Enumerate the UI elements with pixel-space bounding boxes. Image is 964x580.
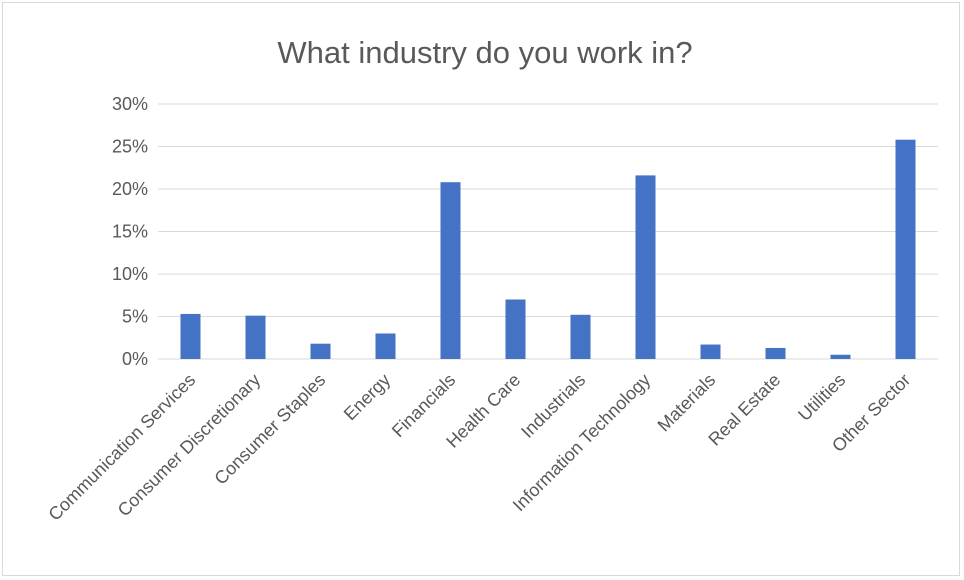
bar xyxy=(505,299,526,359)
chart-title: What industry do you work in? xyxy=(277,35,692,70)
bar xyxy=(765,347,786,359)
y-axis-tick-labels: 0% 5% 10% 15% 20% 25% 30% xyxy=(112,94,148,369)
bars xyxy=(180,139,916,359)
y-tick-label: 30% xyxy=(112,94,148,114)
bar xyxy=(895,139,916,359)
y-tick-label: 25% xyxy=(112,137,148,157)
bar xyxy=(440,182,461,359)
y-tick-label: 5% xyxy=(122,307,148,327)
bar xyxy=(245,315,266,359)
y-tick-label: 20% xyxy=(112,179,148,199)
gridlines xyxy=(158,103,938,360)
y-tick-label: 0% xyxy=(122,349,148,369)
x-tick-label: Consumer Staples xyxy=(210,370,329,489)
bar xyxy=(830,354,851,359)
bar xyxy=(700,344,721,359)
y-tick-label: 10% xyxy=(112,264,148,284)
bar xyxy=(375,333,396,359)
bar xyxy=(180,313,201,359)
bar xyxy=(570,314,591,359)
x-tick-label: Materials xyxy=(654,370,720,436)
bar-chart: What industry do you work in? 0% 5% 10% 15%… xyxy=(44,35,938,525)
y-tick-label: 15% xyxy=(112,222,148,242)
x-tick-label: Utilities xyxy=(794,370,849,425)
x-tick-label: Energy xyxy=(340,370,394,424)
bar xyxy=(635,175,656,359)
bar xyxy=(310,343,331,359)
